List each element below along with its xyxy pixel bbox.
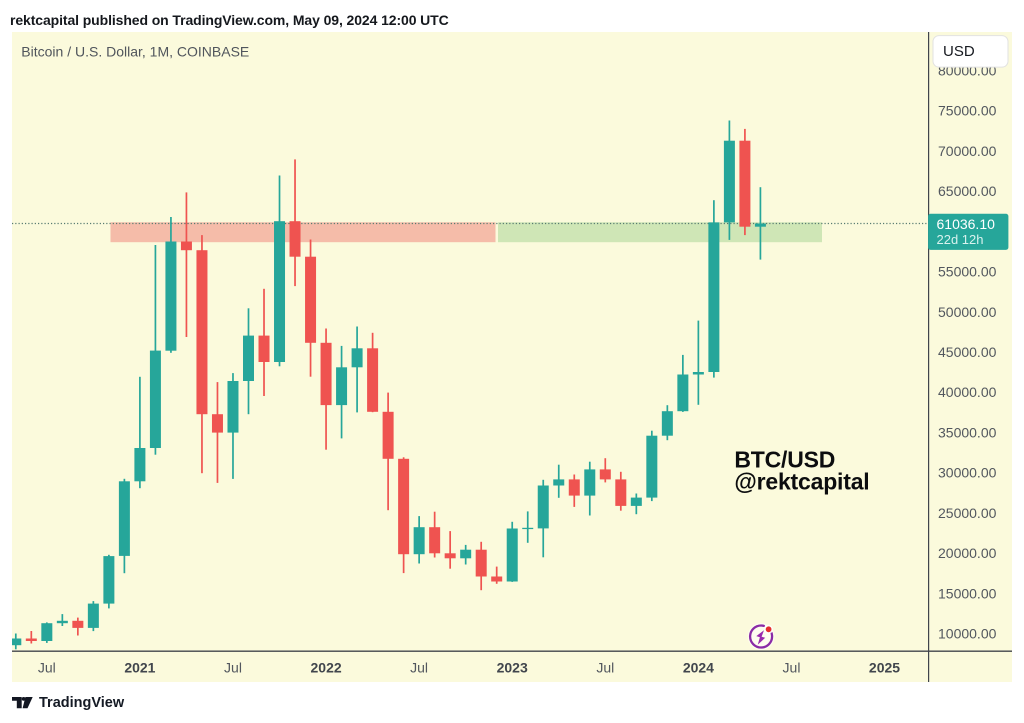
svg-text:40000.00: 40000.00 xyxy=(938,384,997,400)
svg-text:35000.00: 35000.00 xyxy=(938,425,997,441)
svg-text:Jul: Jul xyxy=(410,660,428,676)
svg-text:30000.00: 30000.00 xyxy=(938,465,997,481)
svg-text:Jul: Jul xyxy=(783,660,801,676)
svg-text:75000.00: 75000.00 xyxy=(938,103,997,119)
svg-text:2022: 2022 xyxy=(311,660,342,676)
svg-text:15000.00: 15000.00 xyxy=(938,585,997,601)
svg-text:USD: USD xyxy=(943,43,975,60)
svg-text:22d 12h: 22d 12h xyxy=(937,232,984,247)
svg-text:45000.00: 45000.00 xyxy=(938,344,997,360)
svg-text:Jul: Jul xyxy=(596,660,614,676)
svg-text:70000.00: 70000.00 xyxy=(938,143,997,159)
svg-text:Bitcoin / U.S. Dollar, 1M, COI: Bitcoin / U.S. Dollar, 1M, COINBASE xyxy=(21,44,249,60)
svg-text:50000.00: 50000.00 xyxy=(938,304,997,320)
svg-text:25000.00: 25000.00 xyxy=(938,505,997,521)
svg-text:2023: 2023 xyxy=(497,660,528,676)
svg-text:Jul: Jul xyxy=(38,660,56,676)
svg-text:10000.00: 10000.00 xyxy=(938,626,997,642)
svg-text:BTC/USD: BTC/USD xyxy=(734,447,835,473)
svg-text:@rektcapital: @rektcapital xyxy=(734,469,869,495)
svg-text:55000.00: 55000.00 xyxy=(938,264,997,280)
svg-text:61036.10: 61036.10 xyxy=(937,216,996,232)
svg-text:2024: 2024 xyxy=(683,660,714,676)
svg-text:2021: 2021 xyxy=(124,660,155,676)
svg-text:Jul: Jul xyxy=(224,660,242,676)
svg-text:20000.00: 20000.00 xyxy=(938,545,997,561)
svg-text:65000.00: 65000.00 xyxy=(938,183,997,199)
svg-text:2025: 2025 xyxy=(869,660,900,676)
